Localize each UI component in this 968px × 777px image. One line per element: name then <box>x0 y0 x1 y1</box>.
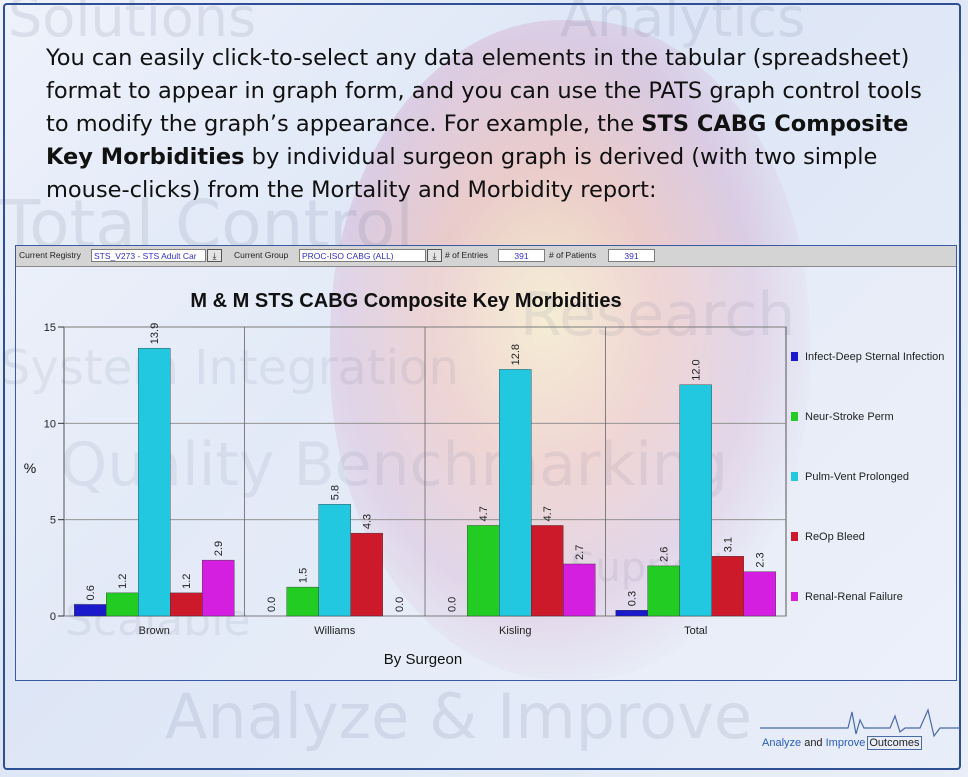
bar-value-label: 0.6 <box>85 585 97 600</box>
outcomes-logo <box>760 708 960 758</box>
bar <box>467 525 500 617</box>
bar-value-label: 3.1 <box>723 537 735 552</box>
tagline-outcomes: Outcomes <box>867 736 922 750</box>
y-tick-label: 10 <box>44 418 56 430</box>
bar-value-label: 2.6 <box>659 547 671 562</box>
legend-label: Pulm-Vent Prolonged <box>805 471 909 483</box>
legend-label: Infect-Deep Sternal Infection <box>805 351 944 363</box>
group-label: Current Group <box>234 250 289 260</box>
bar <box>170 592 203 617</box>
tagline-improve: Improve <box>825 737 866 749</box>
bar-value-label: 5.8 <box>330 485 342 500</box>
entries-label: # of Entries <box>445 250 488 260</box>
tagline-analyze: Analyze <box>762 737 802 749</box>
bar-value-label: 2.9 <box>213 541 225 556</box>
y-tick-label: 0 <box>50 611 56 623</box>
legend-swatch <box>791 412 798 421</box>
bar <box>679 384 712 617</box>
slide-frame <box>3 3 961 770</box>
bar <box>711 556 744 617</box>
legend-swatch <box>791 352 798 361</box>
chart-bars: 0.6 1.2 13.9 1.2 2.9 0.0 1.5 5.8 4.3 0.0 0.0 4.7 12.… <box>74 323 776 617</box>
group-select[interactable]: PROC-ISO CABG (ALL) <box>299 249 426 262</box>
bar-value-label: 2.7 <box>574 545 586 560</box>
bar <box>202 559 235 617</box>
bar <box>286 586 319 617</box>
intro-bold-chart-name: STS CABG Composite Key Morbidities <box>46 111 909 170</box>
bar-value-label: 4.7 <box>478 506 490 521</box>
download-arrow-icon[interactable]: ⤓ <box>427 249 442 262</box>
bar <box>647 565 680 617</box>
patients-label: # of Patients <box>549 250 597 260</box>
bar-value-label: 0.0 <box>446 597 458 612</box>
bar-value-label: 1.2 <box>117 574 129 589</box>
bar-value-label: 4.7 <box>542 506 554 521</box>
y-tick-label: 15 <box>44 322 56 334</box>
registry-select[interactable]: STS_V273 - STS Adult Car <box>91 249 206 262</box>
bar <box>743 571 776 617</box>
x-category-label: Kisling <box>499 625 531 637</box>
y-tick-label: 5 <box>50 515 56 527</box>
legend-label: ReOp Bleed <box>805 531 865 543</box>
bar-value-label: 1.2 <box>181 574 193 589</box>
legend-label: Neur-Stroke Perm <box>805 411 894 423</box>
registry-toolbar: Current Registry STS_V273 - STS Adult Ca… <box>16 246 956 267</box>
legend-swatch <box>791 532 798 541</box>
bar-value-label: 0.0 <box>266 597 278 612</box>
bar-value-label: 12.0 <box>691 359 703 380</box>
bar <box>499 369 532 617</box>
legend-label: Renal-Renal Failure <box>805 591 903 603</box>
legend-swatch <box>791 472 798 481</box>
heartbeat-line-icon <box>760 708 960 738</box>
tagline-and: and <box>801 737 826 749</box>
bar-value-label: 12.8 <box>510 344 522 365</box>
x-axis-label: By Surgeon <box>384 651 462 668</box>
x-category-label: Williams <box>314 625 355 637</box>
chart-axes: 0 5 10 15 Brown Williams Kisling Total <box>44 322 708 637</box>
intro-paragraph: You can easily click-to-select any data … <box>46 42 946 207</box>
bar-value-label: 2.3 <box>755 552 767 567</box>
bar-value-label: 1.5 <box>298 568 310 583</box>
bar-value-label: 13.9 <box>149 323 161 344</box>
chart-title: M & M STS CABG Composite Key Morbidities <box>190 290 621 312</box>
bar-value-label: 4.3 <box>362 514 374 529</box>
intro-text-start: You can easily click-to-select any data … <box>46 45 922 137</box>
registry-label: Current Registry <box>19 250 81 260</box>
legend-swatch <box>791 592 798 601</box>
download-arrow-icon[interactable]: ⤓ <box>207 249 222 262</box>
bar <box>138 347 171 617</box>
bar <box>563 563 596 617</box>
y-axis-label: % <box>24 460 36 476</box>
x-category-label: Total <box>684 625 707 637</box>
bar <box>318 504 351 617</box>
bar-value-label: 0.0 <box>394 597 406 612</box>
pats-graph-window: Current Registry STS_V273 - STS Adult Ca… <box>15 245 957 681</box>
chart-legend: Infect-Deep Sternal Infection Neur-Stroke… <box>791 351 944 603</box>
patients-count: 391 <box>608 249 655 262</box>
morbidities-bar-chart: M & M STS CABG Composite Key Morbidities… <box>24 290 945 668</box>
entries-count: 391 <box>498 249 545 262</box>
bar <box>106 592 139 617</box>
bar <box>350 532 383 617</box>
bar <box>531 525 564 617</box>
footer-tagline: Analyze and Improve Outcomes <box>762 736 922 750</box>
intro-text-end: by individual surgeon graph is derived (… <box>46 144 878 203</box>
bar <box>74 604 107 617</box>
x-category-label: Brown <box>139 625 170 637</box>
bar-value-label: 0.3 <box>627 591 639 606</box>
bar <box>615 610 648 617</box>
